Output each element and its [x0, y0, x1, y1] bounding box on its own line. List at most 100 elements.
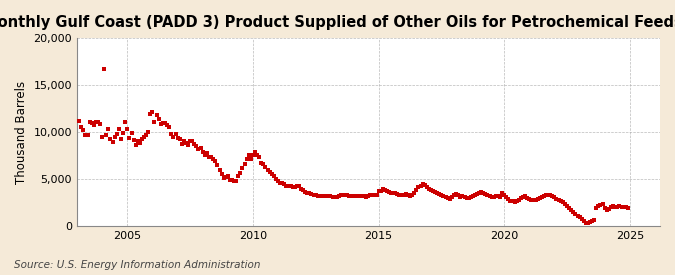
- Point: [139, 134, 150, 139]
- Point: [392, 192, 403, 196]
- Point: [275, 180, 286, 185]
- Point: [308, 193, 319, 197]
- Point: [367, 193, 378, 197]
- Point: [478, 191, 489, 195]
- Point: [271, 177, 281, 181]
- Point: [585, 220, 595, 224]
- Point: [319, 194, 329, 198]
- Point: [495, 195, 506, 199]
- Point: [189, 142, 200, 146]
- Point: [503, 196, 514, 201]
- Point: [583, 221, 593, 225]
- Point: [421, 185, 432, 189]
- Point: [335, 193, 346, 197]
- Point: [210, 159, 221, 163]
- Point: [111, 132, 122, 136]
- Point: [541, 193, 551, 197]
- Point: [222, 174, 233, 178]
- Point: [292, 184, 302, 189]
- Point: [109, 134, 120, 139]
- Point: [105, 136, 116, 141]
- Point: [474, 191, 485, 195]
- Point: [346, 194, 357, 198]
- Point: [562, 204, 572, 208]
- Point: [178, 139, 189, 144]
- Point: [202, 150, 213, 155]
- Point: [288, 185, 298, 189]
- Point: [526, 197, 537, 202]
- Point: [539, 194, 549, 198]
- Point: [572, 213, 583, 218]
- Point: [593, 204, 604, 208]
- Point: [484, 194, 495, 198]
- Point: [344, 194, 354, 198]
- Point: [480, 192, 491, 196]
- Point: [243, 152, 254, 157]
- Point: [212, 163, 223, 167]
- Point: [404, 194, 415, 198]
- Point: [233, 174, 244, 178]
- Point: [428, 189, 439, 193]
- Point: [400, 192, 411, 196]
- Point: [385, 191, 396, 195]
- Point: [267, 172, 277, 177]
- Point: [531, 197, 541, 202]
- Point: [488, 195, 499, 199]
- Point: [455, 195, 466, 199]
- Point: [451, 192, 462, 196]
- Point: [86, 120, 97, 125]
- Point: [551, 196, 562, 201]
- Point: [568, 210, 578, 214]
- Point: [315, 194, 325, 198]
- Point: [430, 190, 441, 194]
- Point: [113, 127, 124, 131]
- Point: [128, 138, 139, 143]
- Point: [126, 131, 137, 135]
- Point: [354, 194, 365, 198]
- Point: [323, 194, 333, 198]
- Point: [522, 196, 533, 200]
- Point: [545, 193, 556, 197]
- Point: [101, 133, 112, 137]
- Point: [510, 200, 520, 205]
- Point: [587, 219, 597, 223]
- Point: [605, 205, 616, 209]
- Point: [620, 205, 631, 209]
- Point: [206, 155, 217, 160]
- Point: [570, 211, 580, 216]
- Point: [302, 191, 313, 195]
- Point: [394, 193, 405, 197]
- Point: [362, 194, 373, 198]
- Point: [352, 194, 363, 198]
- Point: [157, 120, 168, 125]
- Point: [296, 187, 306, 191]
- Point: [558, 200, 568, 205]
- Point: [348, 194, 359, 198]
- Point: [97, 134, 107, 139]
- Point: [402, 193, 413, 197]
- Point: [120, 119, 131, 124]
- Point: [360, 195, 371, 199]
- Point: [153, 117, 164, 121]
- Point: [237, 166, 248, 170]
- Point: [610, 205, 621, 209]
- Point: [564, 206, 574, 210]
- Point: [199, 153, 210, 158]
- Point: [248, 152, 259, 157]
- Point: [532, 196, 543, 201]
- Point: [136, 136, 147, 141]
- Point: [310, 193, 321, 197]
- Point: [290, 185, 300, 189]
- Point: [612, 205, 622, 209]
- Point: [197, 150, 208, 154]
- Point: [95, 121, 105, 126]
- Point: [476, 190, 487, 194]
- Point: [497, 191, 508, 195]
- Point: [306, 192, 317, 196]
- Point: [467, 194, 478, 198]
- Point: [300, 190, 310, 194]
- Point: [115, 136, 126, 141]
- Point: [576, 217, 587, 222]
- Point: [191, 144, 202, 148]
- Point: [258, 162, 269, 166]
